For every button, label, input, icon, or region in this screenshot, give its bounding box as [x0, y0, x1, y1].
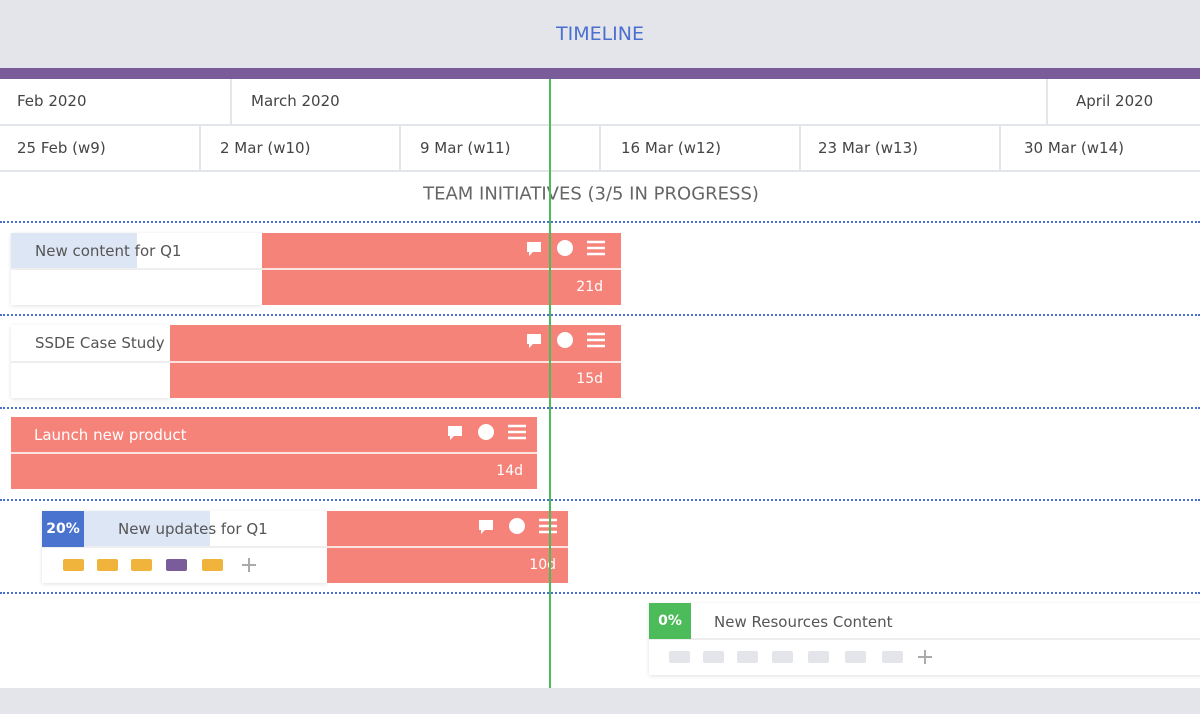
- task-duration: 10d: [529, 557, 556, 573]
- divider: [649, 638, 1200, 640]
- section-title: TEAM INITIATIVES (3/5 IN PROGRESS): [423, 183, 759, 205]
- header: [0, 0, 1200, 68]
- task-icons[interactable]: [477, 517, 567, 541]
- tag[interactable]: [669, 651, 690, 663]
- tag[interactable]: [882, 651, 903, 663]
- task-icons[interactable]: [525, 331, 615, 355]
- row-divider: [0, 221, 1200, 223]
- tag[interactable]: [202, 559, 223, 571]
- tag[interactable]: [63, 559, 84, 571]
- task-duration: 21d: [576, 279, 603, 295]
- week-label: 30 Mar (w14): [1024, 139, 1124, 157]
- month-label: March 2020: [251, 92, 340, 110]
- divider: [327, 546, 568, 548]
- task-name[interactable]: New updates for Q1: [118, 520, 268, 538]
- divider: [11, 452, 537, 454]
- footer: [0, 688, 1200, 714]
- divider: [262, 268, 621, 270]
- row-divider: [0, 314, 1200, 316]
- divider: [599, 125, 601, 171]
- tag[interactable]: [808, 651, 829, 663]
- tag[interactable]: [772, 651, 793, 663]
- task-duration: 15d: [576, 371, 603, 387]
- tag[interactable]: [703, 651, 724, 663]
- task-duration: 14d: [496, 463, 523, 479]
- accent-bar: [0, 68, 1200, 79]
- divider: [11, 361, 170, 363]
- divider: [42, 546, 327, 548]
- task-name[interactable]: Launch new product: [34, 426, 187, 444]
- divider: [199, 125, 201, 171]
- divider: [799, 125, 801, 171]
- task-name[interactable]: SSDE Case Study: [35, 334, 165, 352]
- progress-badge: 0%: [649, 603, 691, 639]
- header-title: TIMELINE: [555, 23, 644, 45]
- month-label: April 2020: [1076, 92, 1154, 110]
- tag[interactable]: [166, 559, 187, 571]
- month-label: Feb 2020: [17, 92, 87, 110]
- icon-set[interactable]: [446, 423, 536, 443]
- add-tag[interactable]: [241, 557, 257, 573]
- divider: [11, 268, 262, 270]
- divider: [0, 170, 1200, 172]
- task-name[interactable]: New content for Q1: [35, 242, 182, 260]
- row-divider: [0, 407, 1200, 409]
- row-divider: [0, 499, 1200, 501]
- progress-fill: [84, 511, 210, 546]
- icon-set[interactable]: [525, 239, 615, 259]
- tag[interactable]: [845, 651, 866, 663]
- week-label: 16 Mar (w12): [621, 139, 721, 157]
- week-label: 23 Mar (w13): [818, 139, 918, 157]
- divider: [230, 79, 232, 125]
- icon-set[interactable]: [477, 517, 567, 537]
- icon-set[interactable]: [525, 331, 615, 351]
- progress-badge: 20%: [42, 511, 84, 547]
- task-name[interactable]: New Resources Content: [714, 613, 893, 631]
- tag[interactable]: [131, 559, 152, 571]
- add-tag[interactable]: [917, 649, 933, 665]
- task-icons[interactable]: [446, 423, 536, 447]
- row-divider: [0, 592, 1200, 594]
- tag[interactable]: [737, 651, 758, 663]
- divider: [399, 125, 401, 171]
- week-label: 25 Feb (w9): [17, 139, 106, 157]
- divider: [170, 361, 621, 363]
- task-icons[interactable]: [525, 239, 615, 263]
- tag[interactable]: [97, 559, 118, 571]
- divider: [1046, 79, 1048, 125]
- week-label: 2 Mar (w10): [220, 139, 311, 157]
- divider: [999, 125, 1001, 171]
- week-label: 9 Mar (w11): [420, 139, 511, 157]
- progress-fill: [11, 233, 137, 268]
- today-line: [549, 79, 551, 688]
